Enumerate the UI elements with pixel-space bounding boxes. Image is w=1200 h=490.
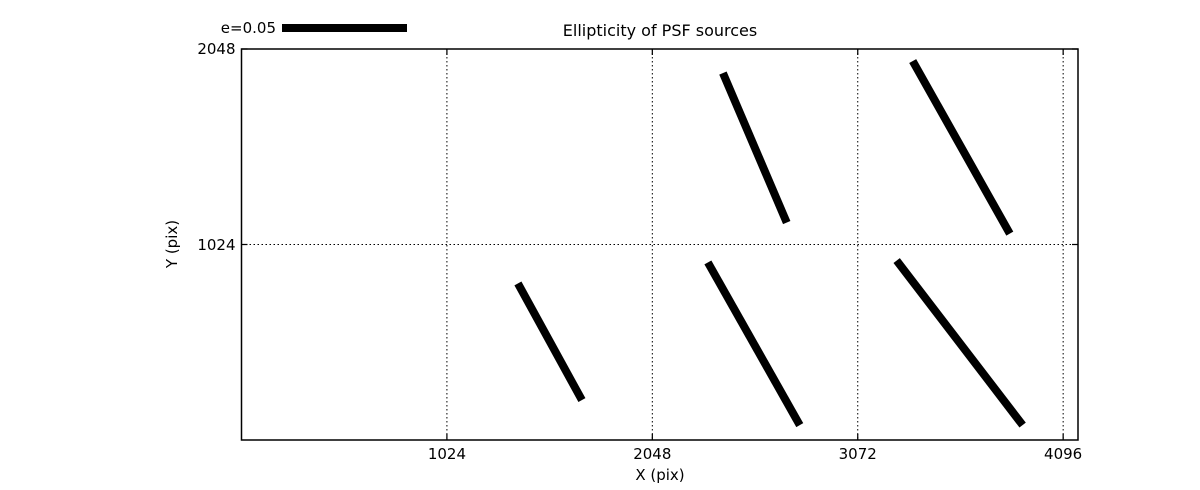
ellipticity-whisker: [893, 258, 1026, 428]
ellipticity-whisker: [719, 71, 791, 225]
ellipticity-whisker: [704, 260, 804, 428]
ellipticity-whisker: [909, 59, 1014, 236]
grid-layer: [241, 49, 1078, 440]
x-tick-label: 3072: [838, 445, 877, 463]
x-tick-label: 2048: [633, 445, 672, 463]
legend-label: e=0.05: [220, 19, 276, 37]
ellipticity-whisker: [514, 281, 586, 403]
whisker-layer: [514, 59, 1026, 428]
plot-border: [240, 48, 1079, 441]
y-tick-label: 2048: [197, 40, 236, 58]
x-tick-label: 4096: [1044, 445, 1083, 463]
x-tick-label: 1024: [427, 445, 466, 463]
x-axis-label: X (pix): [635, 466, 685, 484]
y-tick-label: 1024: [197, 235, 236, 254]
page-title: Ellipticity of PSF sources: [562, 21, 758, 40]
legend-scale-bar: [282, 24, 407, 32]
